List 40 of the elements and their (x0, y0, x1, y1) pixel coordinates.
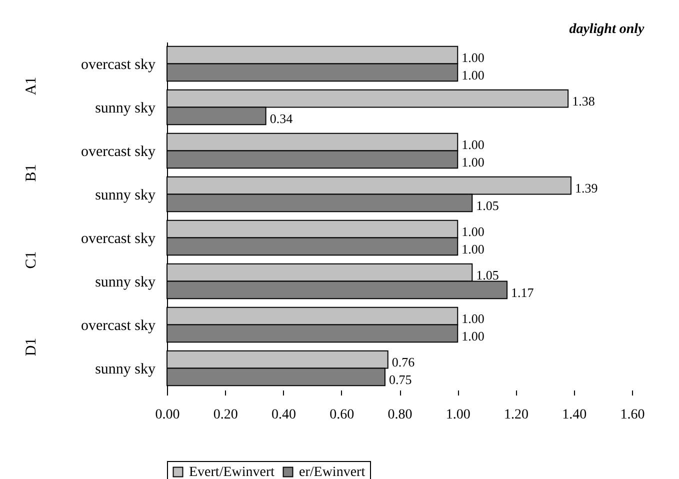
y-tick-label: overcast sky (80, 230, 156, 247)
legend-label: er/Ewinvert (299, 465, 366, 479)
x-tick-label: 0.80 (388, 408, 412, 422)
y-tick-label: sunny sky (95, 274, 156, 290)
y-tick-label: overcast sky (80, 144, 156, 160)
data-label: 0.34 (270, 110, 294, 126)
data-label: 1.38 (572, 94, 595, 109)
x-tick-label: 1.20 (504, 408, 528, 422)
data-label: 0.75 (388, 372, 412, 387)
x-tick-label: 0.00 (155, 408, 180, 422)
text: C1 (24, 250, 40, 268)
y-tick-label: sunny sky (95, 361, 156, 378)
data-label: 1.00 (462, 67, 484, 82)
data-label: 1.00 (462, 328, 484, 344)
data-label: 1.00 (462, 154, 484, 170)
data-label: 1.00 (462, 50, 484, 66)
x-tick-label: 0.40 (272, 408, 296, 422)
data-label: 1.00 (462, 311, 484, 326)
data-label: 1.00 (462, 241, 484, 256)
x-tick-label: 1.40 (562, 408, 587, 422)
x-tick-label: 0.20 (213, 408, 238, 422)
chart-subtitle: daylight only (569, 22, 646, 37)
text: D1 (24, 337, 40, 356)
data-label: 1.05 (476, 198, 499, 213)
x-tick-label: 1.60 (620, 408, 645, 422)
legend-label: Evert/Ewinvert (189, 465, 275, 479)
text: B1 (24, 164, 40, 182)
data-label: 1.39 (574, 180, 598, 196)
y-tick-label: sunny sky (95, 187, 156, 204)
data-label: 0.76 (392, 354, 416, 370)
data-label: 1.00 (462, 224, 484, 240)
y-tick-label: overcast sky (80, 318, 156, 334)
text: A1 (24, 76, 40, 95)
x-tick-label: 1.00 (446, 408, 470, 422)
y-tick-label: sunny sky (95, 100, 156, 116)
data-label: 1.00 (462, 137, 484, 152)
y-tick-label: overcast sky (80, 56, 156, 73)
data-label: 1.05 (476, 268, 499, 283)
x-tick-label: 0.60 (330, 408, 354, 422)
data-label: 1.17 (511, 284, 534, 300)
